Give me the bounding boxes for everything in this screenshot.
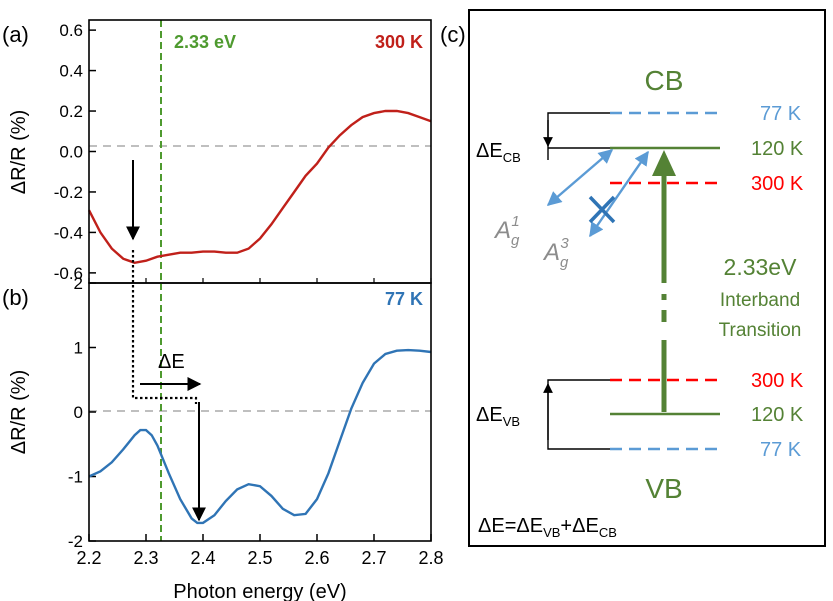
delta-e-formula: ΔE=ΔEVB+ΔECB	[478, 515, 617, 540]
xtick-label: 2.5	[247, 548, 272, 568]
delta-e-annotation: ΔE	[126, 160, 206, 522]
panel-a: (a) -0.6 -0.4 -0.2 0.0 0.2 0.4 0.6 2.33 eV 300…	[2, 19, 432, 284]
panel-b-label: (b)	[2, 285, 29, 310]
panel-a-label: (a)	[2, 22, 29, 47]
ytick-label-a: -0.6	[54, 264, 83, 283]
panel-b-xlabel: Photon energy (eV)	[173, 581, 346, 601]
panel-c-label: (c)	[440, 22, 466, 47]
transition-arrow-head	[652, 150, 676, 176]
ytick-label-a: -0.4	[54, 223, 83, 242]
ytick-label-b: -2	[68, 532, 83, 551]
ytick-label-a: -0.2	[54, 183, 83, 202]
transition-line1: Interband	[720, 290, 800, 311]
transition-energy: 2.33eV	[724, 254, 798, 280]
vb-label-120k: 120 K	[751, 404, 804, 426]
vb-label-300k: 300 K	[751, 370, 804, 392]
panel-b-ticks: -2 -1 0 1 2 2.2 2.3 2.4 2.5 2.6 2.7 2.8	[68, 274, 444, 568]
ytick-label-b: 1	[74, 339, 83, 358]
cb-label-77k: 77 K	[760, 103, 802, 125]
ag1-arrow	[546, 149, 614, 206]
delta-e-label: ΔE	[158, 351, 185, 373]
panel-a-ylabel: ΔR/R (%)	[8, 110, 30, 194]
xtick-label: 2.8	[418, 548, 443, 568]
cb-label-300k: 300 K	[751, 173, 804, 195]
delta-vb-label: ΔEVB	[476, 404, 520, 429]
series-label-77k: 77 K	[385, 289, 423, 309]
delta-cb-label: ΔECB	[476, 140, 521, 165]
ytick-label-a: 0.0	[59, 143, 83, 162]
delta-vb-bracket	[547, 379, 610, 450]
xtick-label: 2.6	[304, 548, 329, 568]
transition-line2: Transition	[719, 320, 802, 341]
energy-line-label: 2.33 eV	[174, 32, 236, 52]
dotted-connector	[131, 250, 198, 404]
ytick-label-a: 0.4	[59, 62, 83, 81]
series-label-300k: 300 K	[375, 32, 423, 52]
ytick-label-b: -1	[68, 468, 83, 487]
panel-a-frame	[88, 19, 432, 284]
ag3-label: Ag3	[542, 235, 569, 271]
series-line-77k	[88, 348, 432, 525]
xtick-label: 2.7	[361, 548, 386, 568]
ytick-label-b: 2	[74, 274, 83, 293]
vb-label: VB	[645, 473, 682, 504]
cb-label-120k: 120 K	[751, 138, 804, 160]
diagram-frame	[468, 9, 826, 547]
panel-b-frame	[88, 282, 432, 542]
panel-c: (c) CB VB 77 K 120 K 300 K 300 K 120 K 7…	[440, 9, 826, 547]
ag3-arrow	[589, 150, 649, 238]
vb-label-77k: 77 K	[760, 439, 802, 461]
series-line-300k	[87, 109, 432, 265]
ytick-label-a: 0.2	[59, 102, 83, 121]
panel-b-ylabel: ΔR/R (%)	[8, 370, 30, 454]
ag1-label: Ag1	[493, 213, 520, 249]
xtick-label: 2.4	[190, 548, 215, 568]
delta-cb-bracket	[547, 112, 610, 160]
ytick-label-b: 0	[74, 403, 83, 422]
panel-b: (b) -2 -1 0 1 2 2.2 2.3 2.4 2.5 2.6 2.7 2.8 77 K ΔR…	[2, 274, 444, 601]
xtick-label: 2.3	[133, 548, 158, 568]
ytick-label-a: 0.6	[59, 21, 83, 40]
xtick-label: 2.2	[76, 548, 101, 568]
cb-label: CB	[645, 65, 684, 96]
panel-a-ticks: -0.6 -0.4 -0.2 0.0 0.2 0.4 0.6	[54, 21, 432, 283]
forbidden-x-icon	[588, 195, 616, 224]
